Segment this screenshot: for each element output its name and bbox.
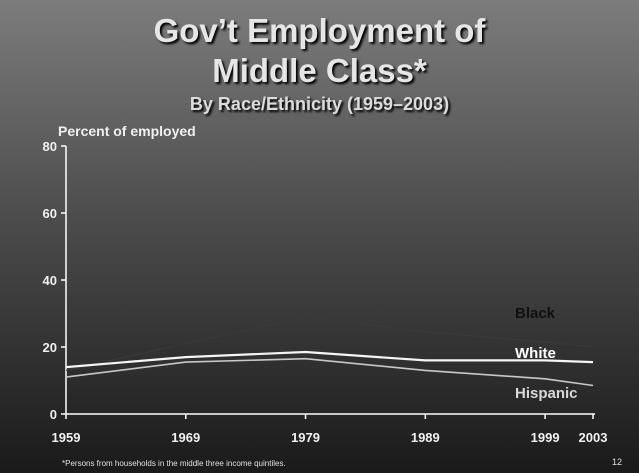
series-label-black: Black <box>515 305 556 322</box>
x-tick-label: 1979 <box>291 430 320 445</box>
x-tick-label: 1999 <box>531 430 560 445</box>
series-line-hispanic <box>65 357 594 387</box>
series-label-hispanic: Hispanic <box>515 385 578 402</box>
series-label-white: White <box>515 345 556 362</box>
series-line-black <box>65 316 594 371</box>
subtitle: By Race/Ethnicity (1959–2003) <box>189 94 450 114</box>
title-line-2: Middle Class* <box>212 52 427 89</box>
y-tick-label: 40 <box>43 273 57 288</box>
y-tick-label: 80 <box>43 139 57 154</box>
page-number: 12 <box>612 457 623 467</box>
y-tick-label: 20 <box>43 340 57 355</box>
x-tick-label: 2003 <box>579 430 608 445</box>
title-line-1: Gov’t Employment of <box>153 12 486 49</box>
x-tick-label: 1959 <box>52 430 81 445</box>
y-tick-label: 60 <box>43 206 57 221</box>
y-tick-label: 0 <box>50 407 57 422</box>
y-axis-label: Percent of employed <box>58 123 196 139</box>
series-line-white <box>65 350 594 369</box>
x-tick-label: 1989 <box>411 430 440 445</box>
series-labels: Black White Hispanic <box>515 305 578 402</box>
x-tick-label: 1969 <box>171 430 200 445</box>
axes: 0 20 40 60 80 1959 1969 1979 1989 1999 2003 <box>43 139 608 445</box>
footnote: *Persons from households in the middle t… <box>62 459 286 468</box>
series-layer <box>65 316 594 387</box>
